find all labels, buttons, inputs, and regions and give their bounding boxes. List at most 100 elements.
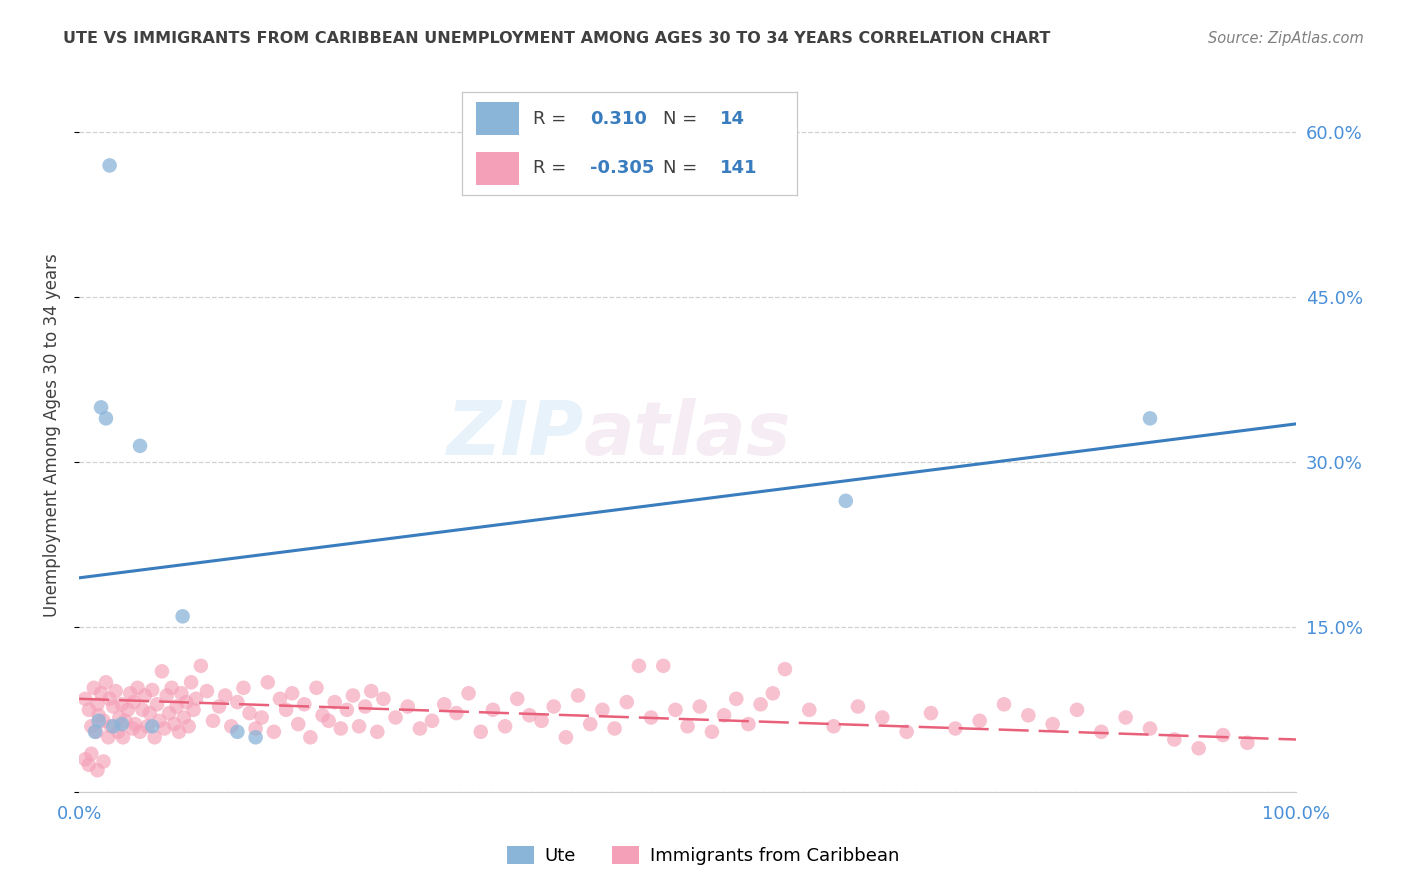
Text: atlas: atlas bbox=[583, 399, 792, 471]
Point bbox=[172, 609, 194, 624]
Point bbox=[141, 683, 163, 698]
Point bbox=[457, 686, 479, 700]
Point bbox=[256, 675, 278, 690]
Point bbox=[920, 706, 942, 720]
Point bbox=[299, 731, 322, 745]
Point bbox=[318, 714, 340, 728]
Point bbox=[97, 731, 120, 745]
Point bbox=[311, 708, 333, 723]
Point bbox=[420, 714, 443, 728]
Point bbox=[494, 719, 516, 733]
Point bbox=[579, 717, 602, 731]
Point bbox=[1042, 717, 1064, 731]
Point bbox=[1163, 732, 1185, 747]
Point bbox=[157, 706, 180, 720]
Point bbox=[202, 714, 225, 728]
Point bbox=[75, 691, 97, 706]
Point bbox=[150, 665, 173, 679]
Point bbox=[591, 703, 613, 717]
Point bbox=[1115, 710, 1137, 724]
Point bbox=[652, 658, 675, 673]
Point bbox=[263, 724, 285, 739]
Point bbox=[111, 717, 134, 731]
Point bbox=[127, 681, 149, 695]
Point bbox=[1017, 708, 1039, 723]
Point bbox=[993, 698, 1015, 712]
Point bbox=[1212, 728, 1234, 742]
Point bbox=[124, 717, 146, 731]
Point bbox=[163, 717, 186, 731]
Point bbox=[108, 710, 131, 724]
Point bbox=[226, 695, 249, 709]
Point bbox=[323, 695, 346, 709]
Point bbox=[77, 757, 100, 772]
Point bbox=[762, 686, 785, 700]
Point bbox=[143, 731, 166, 745]
Point bbox=[627, 658, 650, 673]
Point bbox=[1066, 703, 1088, 717]
Point bbox=[305, 681, 328, 695]
Point bbox=[689, 699, 711, 714]
Point bbox=[470, 724, 492, 739]
Point bbox=[725, 691, 748, 706]
Point bbox=[749, 698, 772, 712]
Point bbox=[184, 691, 207, 706]
Point bbox=[90, 686, 112, 700]
Point bbox=[131, 703, 153, 717]
Point bbox=[80, 747, 103, 761]
Point bbox=[969, 714, 991, 728]
Point bbox=[129, 439, 152, 453]
Point bbox=[103, 719, 125, 733]
Point bbox=[846, 699, 869, 714]
Point bbox=[190, 658, 212, 673]
Point bbox=[506, 691, 529, 706]
Point bbox=[555, 731, 578, 745]
Point bbox=[360, 684, 382, 698]
Point bbox=[245, 722, 267, 736]
Point bbox=[347, 719, 370, 733]
Point bbox=[281, 686, 304, 700]
Point bbox=[87, 708, 110, 723]
Point bbox=[1236, 736, 1258, 750]
Point bbox=[84, 724, 107, 739]
Point bbox=[75, 752, 97, 766]
Point bbox=[104, 684, 127, 698]
Point bbox=[90, 401, 112, 415]
Point bbox=[373, 691, 395, 706]
Point bbox=[433, 698, 456, 712]
Point bbox=[567, 689, 589, 703]
Point bbox=[173, 710, 195, 724]
Point bbox=[122, 695, 145, 709]
Point bbox=[384, 710, 406, 724]
Point bbox=[250, 710, 273, 724]
Point bbox=[208, 699, 231, 714]
Point bbox=[166, 699, 188, 714]
Point bbox=[943, 722, 966, 736]
Point bbox=[342, 689, 364, 703]
Point bbox=[103, 699, 125, 714]
Point bbox=[219, 719, 242, 733]
Legend: Ute, Immigrants from Caribbean: Ute, Immigrants from Caribbean bbox=[499, 839, 907, 872]
Point bbox=[664, 703, 686, 717]
Point bbox=[336, 703, 359, 717]
Point bbox=[713, 708, 735, 723]
Point bbox=[80, 719, 103, 733]
Point bbox=[616, 695, 638, 709]
Point bbox=[83, 681, 105, 695]
Point bbox=[896, 724, 918, 739]
Point bbox=[354, 699, 377, 714]
Point bbox=[1139, 722, 1161, 736]
Point bbox=[139, 706, 162, 720]
Point bbox=[111, 731, 134, 745]
Point bbox=[1139, 411, 1161, 425]
Point bbox=[94, 675, 117, 690]
Point bbox=[269, 691, 291, 706]
Point bbox=[245, 731, 267, 745]
Point bbox=[100, 719, 122, 733]
Point bbox=[93, 755, 115, 769]
Point bbox=[86, 764, 108, 778]
Point bbox=[167, 724, 190, 739]
Point bbox=[835, 493, 858, 508]
Point bbox=[86, 698, 108, 712]
Point bbox=[396, 699, 419, 714]
